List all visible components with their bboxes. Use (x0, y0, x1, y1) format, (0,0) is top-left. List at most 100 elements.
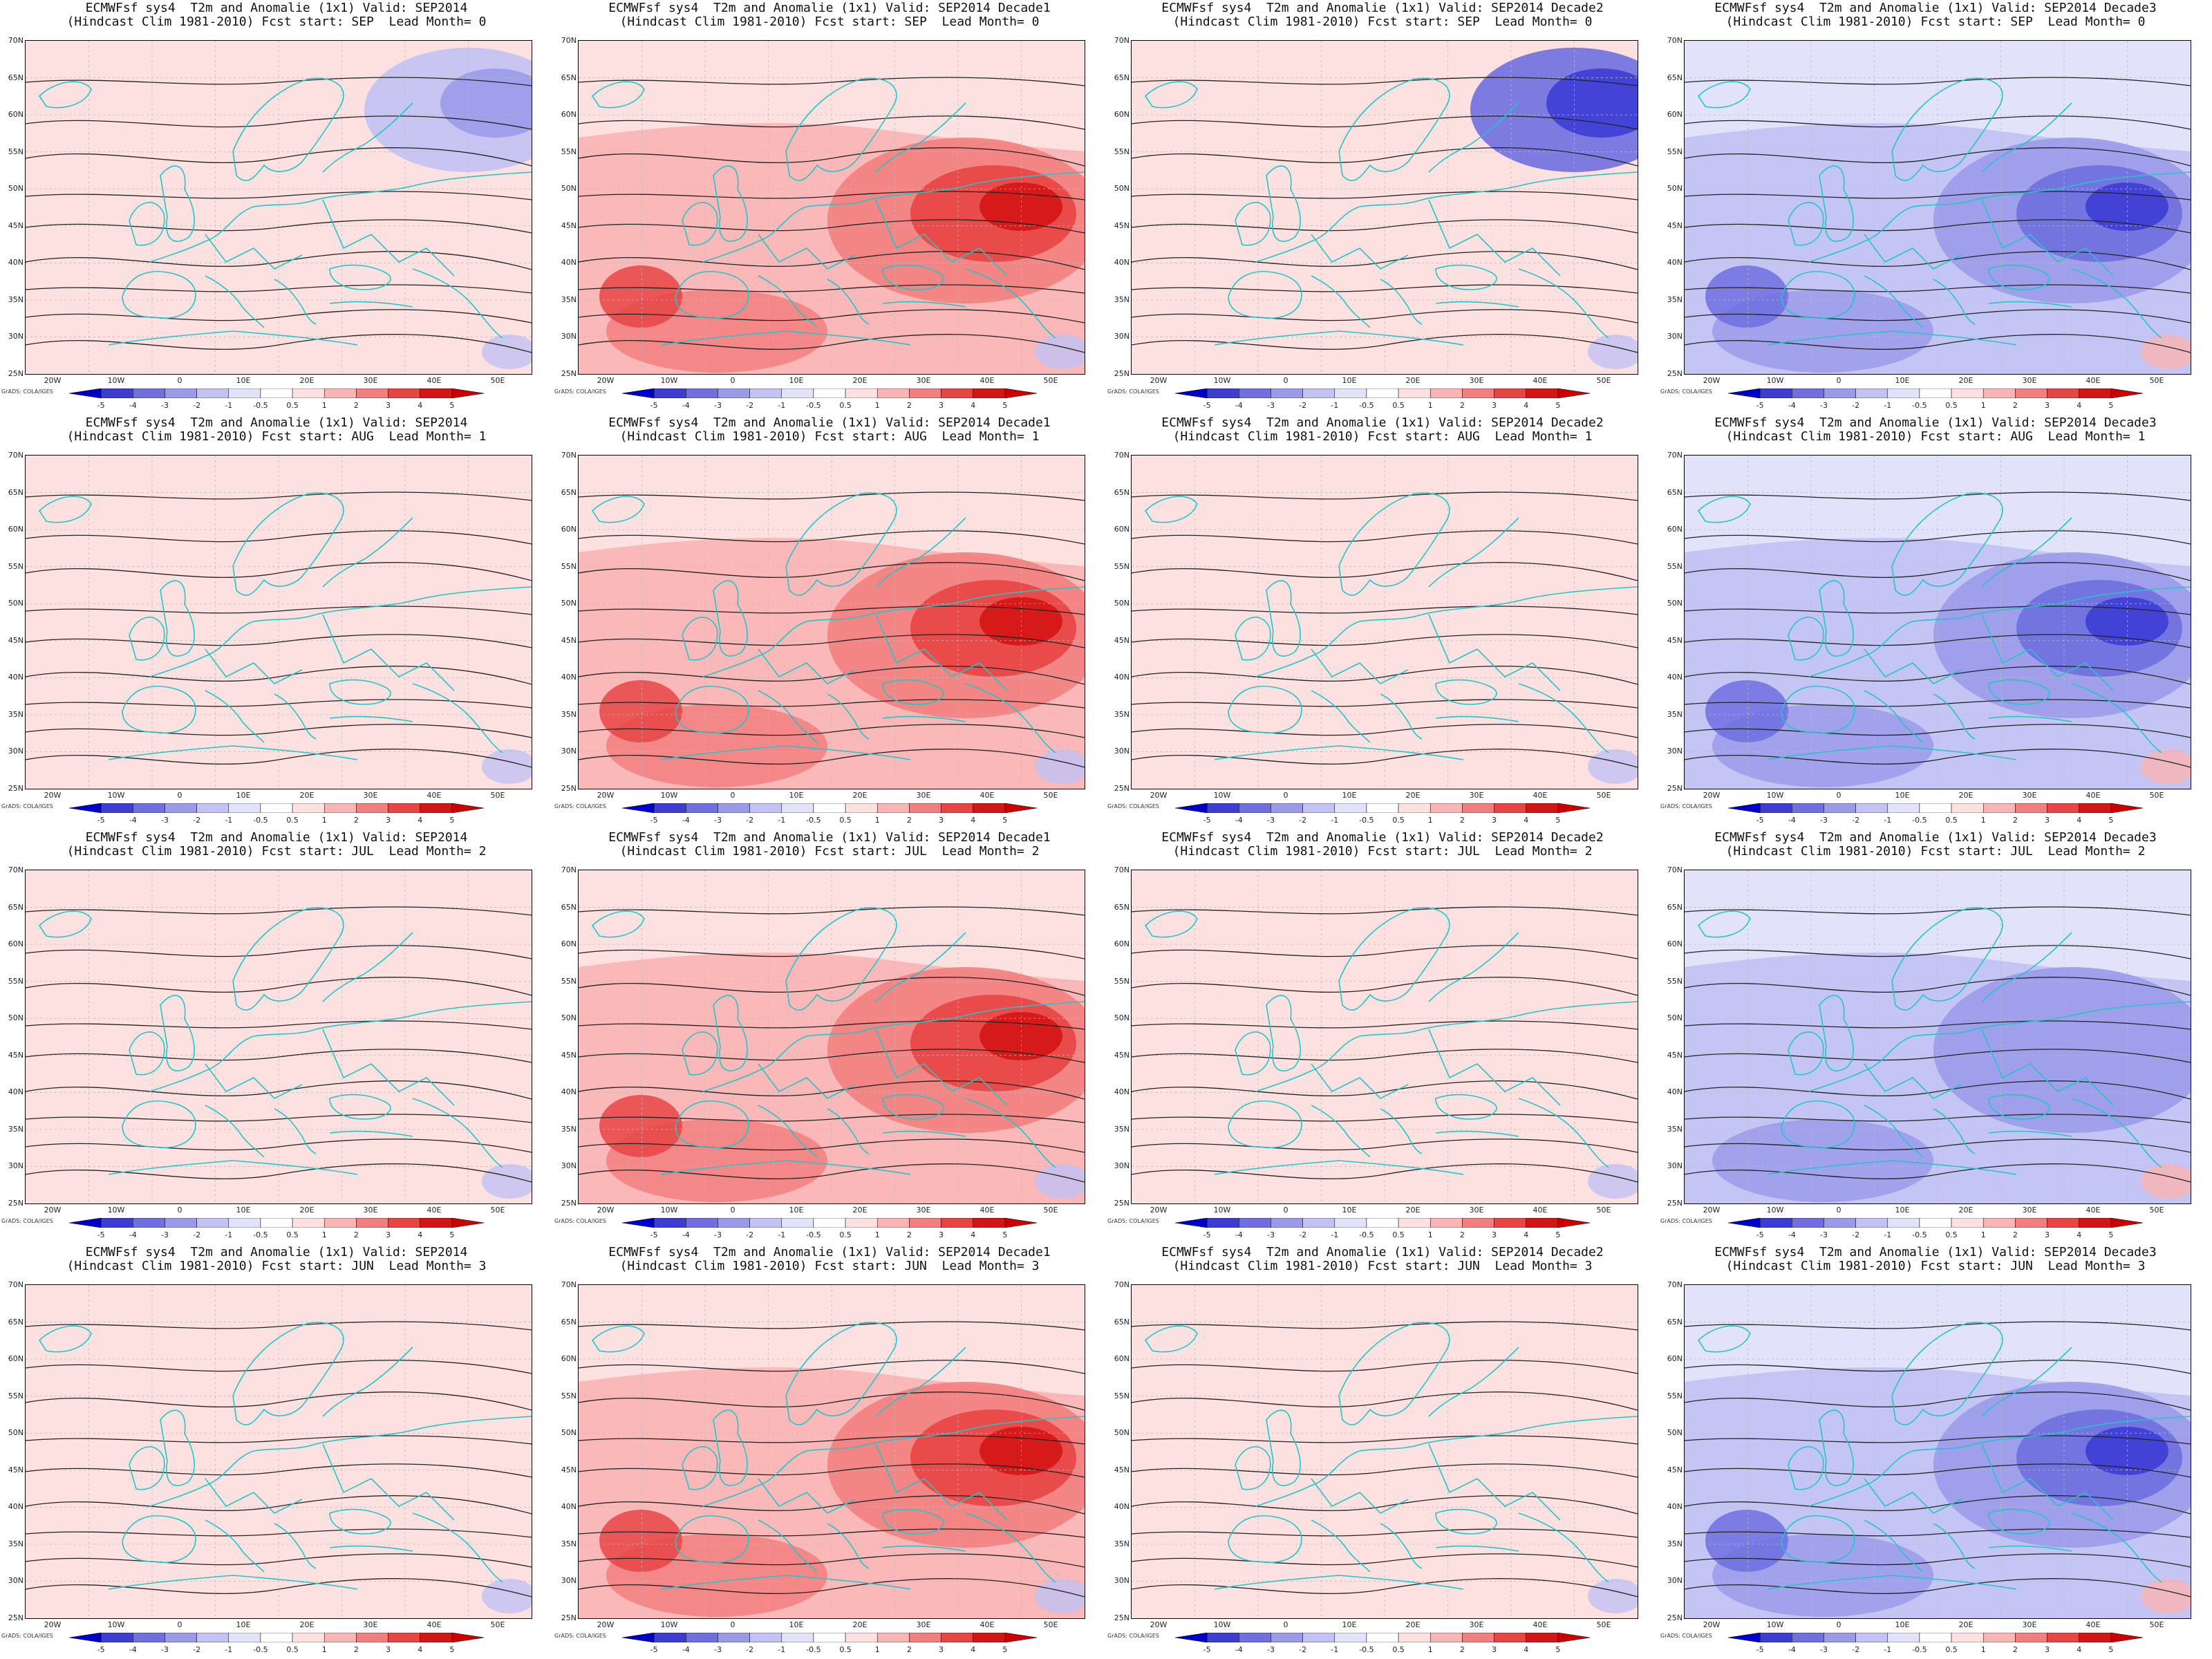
panel-subtitle: (Hindcast Clim 1981-2010) Fcst start: JU… (1725, 844, 2146, 859)
isotherm-line (579, 284, 1085, 294)
latitude-tick-label: 35N (1114, 709, 1130, 719)
isotherm-line (1132, 1049, 1638, 1063)
latitude-tick-label: 60N (561, 110, 577, 120)
latitude-tick-label: 50N (8, 1428, 24, 1438)
colorbar-tick-label: 0.5 (286, 816, 299, 825)
colorbar-tick-label: 1 (1427, 816, 1433, 825)
colorbar-swatch (292, 803, 325, 813)
colorbar-tick-label: -4 (129, 401, 137, 410)
latitude-tick-label: 45N (8, 1465, 24, 1474)
isotherm-line (1685, 906, 2191, 916)
colorbar-tick-label: -3 (713, 816, 722, 825)
colorbar-swatch (1494, 1633, 1526, 1642)
longitude-tick-label: 20E (1405, 1620, 1421, 1629)
latitude-tick-label: 40N (1667, 1087, 1683, 1097)
colorbar-swatch (1302, 1218, 1335, 1228)
colorbar-tick-label: 2 (353, 401, 359, 410)
colorbar-swatch (1462, 1218, 1494, 1228)
colorbar-tick-label: 1 (874, 401, 880, 410)
latitude-tick-label: 40N (1667, 673, 1683, 682)
latitude-tick-label: 55N (561, 147, 577, 156)
latitude-tick-label: 55N (1667, 1391, 1683, 1400)
latitude-tick-label: 65N (1667, 487, 1683, 497)
isotherm-line (1132, 562, 1638, 581)
anomaly-map (578, 40, 1085, 375)
anomaly-map (1131, 455, 1638, 789)
latitude-tick-label: 65N (1114, 73, 1130, 82)
colorbar-tick-label: -4 (1235, 1645, 1243, 1654)
colorbar-tick-label: -4 (1235, 1230, 1243, 1239)
anomaly-colorbar (1175, 1218, 1590, 1228)
panel-title: ECMWFsf sys4 T2m and Anomalie (1x1) Vali… (1714, 415, 2157, 430)
colorbar-swatch (718, 1633, 750, 1642)
latitude-tick-label: 55N (8, 1391, 24, 1400)
longitude-tick-label: 40E (2086, 376, 2101, 385)
colorbar-swatch (388, 1633, 420, 1642)
colorbar-tick-label: -2 (1299, 1230, 1307, 1239)
anomaly-map (25, 1284, 532, 1619)
longitude-tick-label: 50E (1596, 1206, 1611, 1215)
colorbar-swatch (1824, 388, 1856, 398)
colorbar-swatch (813, 1633, 846, 1642)
longitude-tick-label: 10W (660, 791, 678, 800)
longitude-tick-label: 30E (363, 1620, 378, 1629)
colorbar-tick-label: 3 (2045, 816, 2050, 825)
colorbar-swatch (292, 388, 325, 398)
colorbar-tick-label: -2 (746, 816, 754, 825)
colorbar-tick-label: -4 (1788, 1230, 1796, 1239)
coastlines-and-borders (1144, 77, 1638, 346)
colorbar-swatch (420, 1218, 453, 1228)
latitude-tick-label: 45N (1114, 221, 1130, 230)
longitude-tick-label: 10W (1766, 791, 1784, 800)
latitude-tick-label: 60N (1114, 939, 1130, 949)
isotherm-line (579, 309, 1085, 324)
colorbar-tick-label: 5 (2108, 1645, 2114, 1654)
colorbar-tick-label: 2 (353, 816, 359, 825)
colorbar-swatch (909, 803, 941, 813)
isotherm-line (1132, 1553, 1638, 1568)
longitude-tick-label: 50E (1043, 791, 1058, 800)
latitude-tick-label: 70N (1667, 36, 1683, 45)
isotherm-line (579, 219, 1085, 234)
colorbar-tick-label: 0.5 (839, 816, 852, 825)
grads-credit: GrADS: COLA/IGES (1, 1218, 53, 1224)
colorbar-swatch (1206, 1633, 1239, 1642)
longitude-tick-label: 50E (490, 1206, 505, 1215)
colorbar-tick-label: 0.5 (1945, 1645, 1958, 1654)
isotherm-line (26, 699, 532, 709)
longitude-tick-label: 30E (916, 376, 931, 385)
colorbar-swatch (1271, 803, 1303, 813)
colorbar-swatch (941, 388, 973, 398)
forecast-panel: ECMWFsf sys4 T2m and Anomalie (1x1) Vali… (1106, 1244, 1659, 1659)
colorbar-swatch (845, 803, 878, 813)
latitude-tick-label: 35N (1114, 1539, 1130, 1548)
colorbar-swatch (2079, 1633, 2112, 1642)
isotherm-line (1685, 309, 2191, 324)
isotherm-line (579, 1528, 1085, 1538)
panel-subtitle: (Hindcast Clim 1981-2010) Fcst start: AU… (66, 429, 487, 444)
isotherm-line (579, 1578, 1085, 1597)
colorbar-swatch (1759, 1633, 1792, 1642)
forecast-panel: ECMWFsf sys4 T2m and Anomalie (1x1) Vali… (0, 1244, 553, 1659)
colorbar-tick-label: 3 (939, 401, 944, 410)
latitude-tick-label: 70N (1667, 451, 1683, 460)
latitude-tick-label: 70N (1114, 1280, 1130, 1289)
latitude-tick-label: 65N (1114, 1317, 1130, 1327)
grads-credit: GrADS: COLA/IGES (1107, 1633, 1159, 1639)
colorbar-swatch (941, 1633, 973, 1642)
latitude-tick-label: 70N (8, 36, 24, 45)
colorbar-tick-label: 2 (1459, 816, 1465, 825)
latitude-tick-label: 70N (1667, 1280, 1683, 1289)
latitude-tick-label: 40N (1114, 1087, 1130, 1097)
isotherm-line (579, 115, 1085, 130)
colorbar-tick-label: -2 (1299, 1645, 1307, 1654)
forecast-panel: ECMWFsf sys4 T2m and Anomalie (1x1) Vali… (1106, 0, 1659, 415)
longitude-tick-label: 40E (1533, 376, 1548, 385)
colorbar-tick-label: 2 (906, 401, 912, 410)
latitude-tick-label: 60N (1667, 110, 1683, 120)
latitude-tick-label: 55N (1114, 147, 1130, 156)
colorbar-tick-label: 4 (2077, 401, 2082, 410)
colorbar-tick-label: 1 (874, 1230, 880, 1239)
latitude-tick-label: 40N (1114, 673, 1130, 682)
latitude-tick-label: 35N (1114, 294, 1130, 304)
